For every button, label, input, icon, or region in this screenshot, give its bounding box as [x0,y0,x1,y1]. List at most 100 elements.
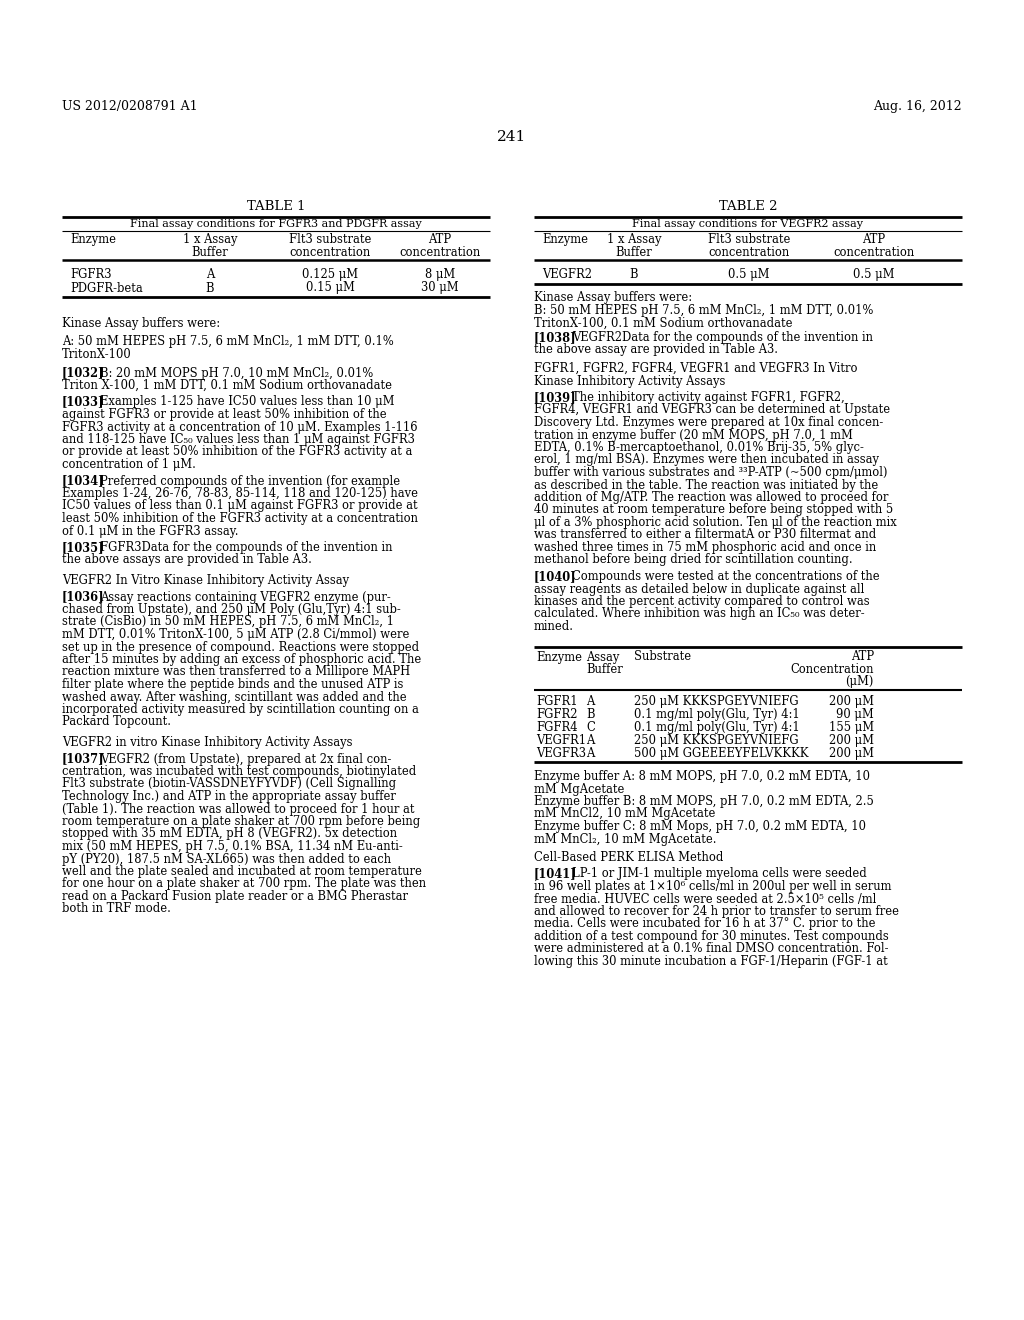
Text: buffer with various substrates and ³³P-ATP (~500 cpm/μmol): buffer with various substrates and ³³P-A… [534,466,888,479]
Text: [1038]: [1038] [534,331,577,345]
Text: Enzyme: Enzyme [542,234,588,246]
Text: centration, was incubated with test compounds, biotinylated: centration, was incubated with test comp… [62,766,416,777]
Text: Packard Topcount.: Packard Topcount. [62,715,171,729]
Text: 1 x Assay: 1 x Assay [607,234,662,246]
Text: VEGFR3: VEGFR3 [536,747,586,760]
Text: VEGFR1: VEGFR1 [536,734,586,747]
Text: [1040]: [1040] [534,570,577,583]
Text: concentration of 1 μM.: concentration of 1 μM. [62,458,196,471]
Text: Enzyme buffer A: 8 mM MOPS, pH 7.0, 0.2 mM EDTA, 10: Enzyme buffer A: 8 mM MOPS, pH 7.0, 0.2 … [534,770,870,783]
Text: FGFR1: FGFR1 [536,696,578,708]
Text: EDTA, 0.1% B-mercaptoethanol, 0.01% Brij-35, 5% glyc-: EDTA, 0.1% B-mercaptoethanol, 0.01% Brij… [534,441,864,454]
Text: A: A [586,696,594,708]
Text: IC50 values of less than 0.1 μM against FGFR3 or provide at: IC50 values of less than 0.1 μM against … [62,499,418,512]
Text: addition of a test compound for 30 minutes. Test compounds: addition of a test compound for 30 minut… [534,931,889,942]
Text: μl of a 3% phosphoric acid solution. Ten μl of the reaction mix: μl of a 3% phosphoric acid solution. Ten… [534,516,897,529]
Text: Kinase Assay buffers were:: Kinase Assay buffers were: [534,292,692,305]
Text: VEGFR2: VEGFR2 [542,268,592,281]
Text: Final assay conditions for FGFR3 and PDGFR assay: Final assay conditions for FGFR3 and PDG… [130,219,422,228]
Text: Discovery Ltd. Enzymes were prepared at 10x final concen-: Discovery Ltd. Enzymes were prepared at … [534,416,884,429]
Text: 200 μM: 200 μM [829,747,874,760]
Text: Enzyme buffer B: 8 mM MOPS, pH 7.0, 0.2 mM EDTA, 2.5: Enzyme buffer B: 8 mM MOPS, pH 7.0, 0.2 … [534,795,873,808]
Text: methanol before being dried for scintillation counting.: methanol before being dried for scintill… [534,553,853,566]
Text: ATP: ATP [851,651,874,664]
Text: of 0.1 μM in the FGFR3 assay.: of 0.1 μM in the FGFR3 assay. [62,524,239,537]
Text: 0.5 μM: 0.5 μM [728,268,770,281]
Text: Enzyme buffer C: 8 mM Mops, pH 7.0, 0.2 mM EDTA, 10: Enzyme buffer C: 8 mM Mops, pH 7.0, 0.2 … [534,820,866,833]
Text: mM MgAcetate: mM MgAcetate [534,783,625,796]
Text: 0.15 μM: 0.15 μM [305,281,354,294]
Text: Buffer: Buffer [586,663,623,676]
Text: Examples 1-24, 26-76, 78-83, 85-114, 118 and 120-125) have: Examples 1-24, 26-76, 78-83, 85-114, 118… [62,487,418,500]
Text: The inhibitory activity against FGFR1, FGFR2,: The inhibitory activity against FGFR1, F… [572,391,845,404]
Text: C: C [586,721,595,734]
Text: mix (50 mM HEPES, pH 7.5, 0.1% BSA, 11.34 nM Eu-anti-: mix (50 mM HEPES, pH 7.5, 0.1% BSA, 11.3… [62,840,402,853]
Text: 0.1 mg/ml poly(Glu, Tyr) 4:1: 0.1 mg/ml poly(Glu, Tyr) 4:1 [634,708,800,721]
Text: Substrate: Substrate [634,651,691,664]
Text: reaction mixture was then transferred to a Millipore MAPH: reaction mixture was then transferred to… [62,665,411,678]
Text: B: B [630,268,638,281]
Text: Kinase Assay buffers were:: Kinase Assay buffers were: [62,317,220,330]
Text: [1032]: [1032] [62,367,104,380]
Text: Kinase Inhibitory Activity Assays: Kinase Inhibitory Activity Assays [534,375,725,388]
Text: washed away. After washing, scintillant was added and the: washed away. After washing, scintillant … [62,690,407,704]
Text: for one hour on a plate shaker at 700 rpm. The plate was then: for one hour on a plate shaker at 700 rp… [62,878,426,891]
Text: Compounds were tested at the concentrations of the: Compounds were tested at the concentrati… [572,570,880,583]
Text: addition of Mg/ATP. The reaction was allowed to proceed for: addition of Mg/ATP. The reaction was all… [534,491,889,504]
Text: 200 μM: 200 μM [829,696,874,708]
Text: were administered at a 0.1% final DMSO concentration. Fol-: were administered at a 0.1% final DMSO c… [534,942,889,956]
Text: A: A [586,734,594,747]
Text: the above assay are provided in Table A3.: the above assay are provided in Table A3… [534,343,778,356]
Text: FGFR3 activity at a concentration of 10 μM. Examples 1-116: FGFR3 activity at a concentration of 10 … [62,421,418,433]
Text: chased from Upstate), and 250 μM Poly (Glu,Tyr) 4:1 sub-: chased from Upstate), and 250 μM Poly (G… [62,603,400,616]
Text: FGFR3Data for the compounds of the invention in: FGFR3Data for the compounds of the inven… [100,541,392,554]
Text: tration in enzyme buffer (20 mM MOPS, pH 7.0, 1 mM: tration in enzyme buffer (20 mM MOPS, pH… [534,429,853,441]
Text: Enzyme: Enzyme [536,651,582,664]
Text: 241: 241 [498,129,526,144]
Text: VEGFR2 in vitro Kinase Inhibitory Activity Assays: VEGFR2 in vitro Kinase Inhibitory Activi… [62,737,352,748]
Text: TritonX-100: TritonX-100 [62,348,132,360]
Text: 40 minutes at room temperature before being stopped with 5: 40 minutes at room temperature before be… [534,503,893,516]
Text: [1037]: [1037] [62,752,104,766]
Text: [1039]: [1039] [534,391,577,404]
Text: incorporated activity measured by scintillation counting on a: incorporated activity measured by scinti… [62,704,419,715]
Text: washed three times in 75 mM phosphoric acid and once in: washed three times in 75 mM phosphoric a… [534,541,877,554]
Text: Flt3 substrate: Flt3 substrate [708,234,791,246]
Text: Concentration: Concentration [791,663,874,676]
Text: was transferred to either a filtermatA or P30 filtermat and: was transferred to either a filtermatA o… [534,528,877,541]
Text: A: A [206,268,214,281]
Text: Buffer: Buffer [191,246,228,259]
Text: [1036]: [1036] [62,590,104,603]
Text: [1034]: [1034] [62,474,104,487]
Text: 0.1 mg/ml poly(Glu, Tyr) 4:1: 0.1 mg/ml poly(Glu, Tyr) 4:1 [634,721,800,734]
Text: concentration: concentration [399,246,480,259]
Text: strate (CisBio) in 50 mM HEPES, pH 7.5, 6 mM MnCl₂, 1: strate (CisBio) in 50 mM HEPES, pH 7.5, … [62,615,394,628]
Text: LP-1 or JIM-1 multiple myeloma cells were seeded: LP-1 or JIM-1 multiple myeloma cells wer… [572,867,866,880]
Text: 90 μM: 90 μM [837,708,874,721]
Text: TABLE 1: TABLE 1 [247,201,305,213]
Text: A: A [586,747,594,760]
Text: [1033]: [1033] [62,396,104,408]
Text: against FGFR3 or provide at least 50% inhibition of the: against FGFR3 or provide at least 50% in… [62,408,387,421]
Text: A: 50 mM HEPES pH 7.5, 6 mM MnCl₂, 1 mM DTT, 0.1%: A: 50 mM HEPES pH 7.5, 6 mM MnCl₂, 1 mM … [62,335,394,348]
Text: [1041]: [1041] [534,867,577,880]
Text: (μM): (μM) [846,676,874,689]
Text: media. Cells were incubated for 16 h at 37° C. prior to the: media. Cells were incubated for 16 h at … [534,917,876,931]
Text: well and the plate sealed and incubated at room temperature: well and the plate sealed and incubated … [62,865,422,878]
Text: 200 μM: 200 μM [829,734,874,747]
Text: Assay reactions containing VEGFR2 enzyme (pur-: Assay reactions containing VEGFR2 enzyme… [100,590,391,603]
Text: Final assay conditions for VEGFR2 assay: Final assay conditions for VEGFR2 assay [633,219,863,228]
Text: Flt3 substrate: Flt3 substrate [289,234,371,246]
Text: [1035]: [1035] [62,541,104,554]
Text: TritonX-100, 0.1 mM Sodium orthovanadate: TritonX-100, 0.1 mM Sodium orthovanadate [534,317,793,330]
Text: (Table 1). The reaction was allowed to proceed for 1 hour at: (Table 1). The reaction was allowed to p… [62,803,415,816]
Text: least 50% inhibition of the FGFR3 activity at a concentration: least 50% inhibition of the FGFR3 activi… [62,512,418,525]
Text: Cell-Based PERK ELISA Method: Cell-Based PERK ELISA Method [534,851,723,865]
Text: and allowed to recover for 24 h prior to transfer to serum free: and allowed to recover for 24 h prior to… [534,906,899,917]
Text: concentration: concentration [290,246,371,259]
Text: and 118-125 have IC₅₀ values less than 1 μM against FGFR3: and 118-125 have IC₅₀ values less than 1… [62,433,415,446]
Text: Examples 1-125 have IC50 values less than 10 μM: Examples 1-125 have IC50 values less tha… [100,396,394,408]
Text: both in TRF mode.: both in TRF mode. [62,903,171,916]
Text: stopped with 35 mM EDTA, pH 8 (VEGFR2). 5x detection: stopped with 35 mM EDTA, pH 8 (VEGFR2). … [62,828,397,841]
Text: after 15 minutes by adding an excess of phosphoric acid. The: after 15 minutes by adding an excess of … [62,653,421,667]
